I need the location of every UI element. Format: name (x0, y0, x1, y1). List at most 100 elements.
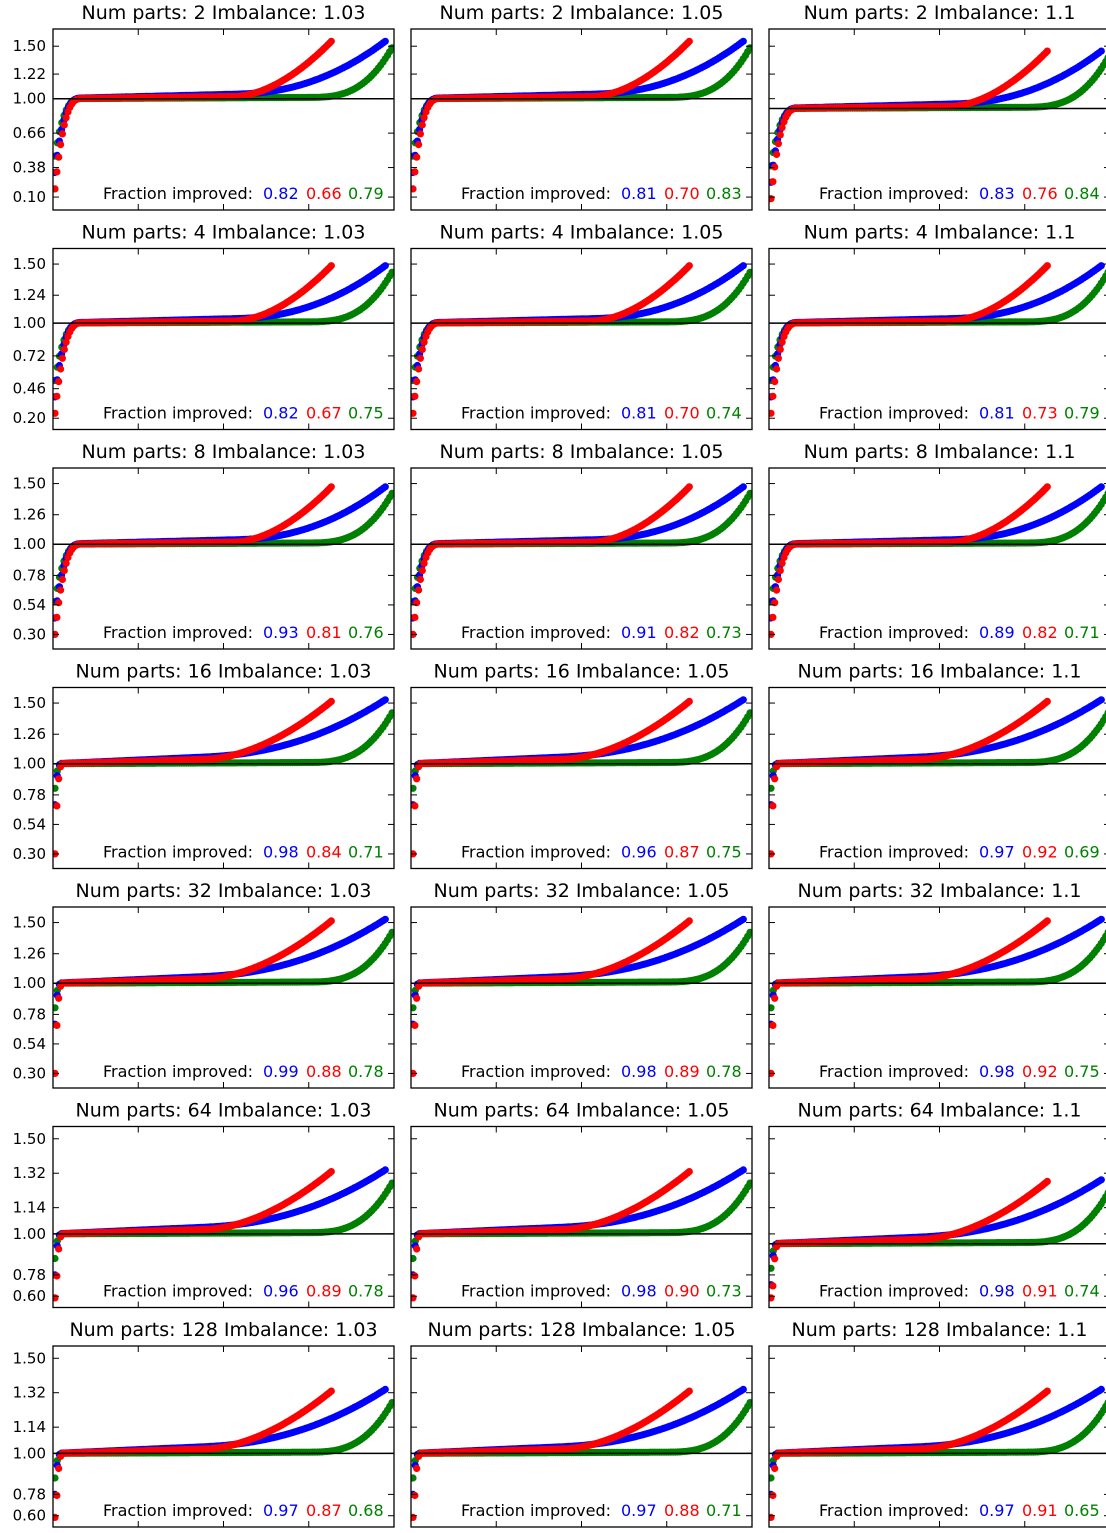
panel-frame (52, 247, 395, 431)
panel-frame (52, 686, 395, 870)
data-point (381, 483, 389, 491)
y-tick-label: 1.00 (13, 755, 46, 773)
data-point (685, 37, 693, 45)
y-tick-label: 0.20 (13, 409, 46, 427)
data-point (57, 586, 65, 594)
panel-title: Num parts: 2 Imbalance: 1.05 (440, 2, 724, 24)
panel-title: Num parts: 2 Imbalance: 1.03 (82, 2, 366, 24)
data-point (327, 483, 335, 491)
panel-frame (52, 28, 395, 211)
panel-frame (52, 467, 395, 650)
y-tick-label: 1.50 (13, 255, 46, 273)
data-point (418, 567, 426, 575)
data-point (1102, 493, 1106, 501)
data-point (55, 378, 63, 386)
data-point (418, 345, 426, 353)
data-point (774, 354, 783, 362)
fraction-value: 0.73 (1022, 404, 1058, 423)
fraction-value: 0.84 (306, 843, 342, 862)
data-point (415, 141, 423, 149)
data-point (769, 613, 777, 622)
fraction-value: 0.70 (664, 184, 700, 203)
data-point (53, 185, 59, 193)
markers (53, 483, 394, 638)
data-point (53, 613, 61, 622)
data-point (413, 378, 421, 386)
y-tick-label: 0.30 (13, 625, 46, 643)
data-point (739, 483, 747, 491)
y-tick-label: 1.50 (13, 37, 46, 55)
data-point (415, 365, 423, 373)
data-point (411, 409, 417, 417)
markers (411, 483, 752, 638)
data-point (411, 168, 419, 176)
fraction-value: 0.91 (621, 623, 657, 642)
markers (769, 47, 1106, 203)
fraction-value: 0.83 (979, 184, 1015, 203)
data-point (1043, 262, 1051, 270)
y-tick-label: 1.26 (13, 725, 46, 743)
fraction-label: Fraction improved: (103, 184, 253, 203)
data-point (776, 345, 784, 353)
data-point (411, 613, 419, 622)
panel-frame (410, 28, 753, 211)
panel: Num parts: 8 Imbalance: 1.031.501.261.00… (13, 441, 395, 650)
data-point (778, 338, 786, 346)
fraction-value: 0.82 (263, 404, 299, 423)
data-point (53, 784, 59, 792)
y-tick-label: 0.78 (13, 786, 46, 804)
fraction-label: Fraction improved: (819, 184, 969, 203)
fraction-value: 0.71 (1064, 623, 1100, 642)
data-point (388, 709, 394, 717)
panel-frame (410, 247, 753, 431)
markers (769, 483, 1106, 638)
data-point (778, 124, 786, 132)
data-point (773, 365, 781, 373)
data-point (1043, 47, 1051, 55)
fraction-label: Fraction improved: (103, 843, 253, 862)
y-tick-label: 1.00 (13, 314, 46, 332)
fraction-label: Fraction improved: (103, 404, 253, 423)
fraction-value: 0.76 (348, 623, 384, 642)
fraction-value: 0.98 (263, 843, 299, 862)
data-point (1043, 483, 1051, 491)
fraction-value: 0.82 (263, 184, 299, 203)
y-tick-label: 1.00 (13, 90, 46, 108)
markers (53, 696, 394, 858)
data-point (57, 365, 65, 373)
y-tick-label: 1.00 (13, 535, 46, 553)
y-tick-label: 1.50 (13, 475, 46, 493)
data-point (55, 153, 63, 161)
data-point (53, 392, 61, 400)
fraction-value: 0.82 (1022, 623, 1058, 642)
data-point (416, 575, 424, 584)
data-point (1097, 262, 1105, 270)
data-point (411, 185, 417, 193)
data-point (60, 345, 68, 353)
data-point (1097, 483, 1105, 491)
data-point (746, 709, 752, 717)
y-tick-label: 0.54 (13, 815, 46, 833)
y-tick-label: 0.10 (13, 188, 46, 206)
data-point (55, 775, 63, 783)
y-tick-label: 0.30 (13, 845, 46, 863)
data-point (420, 338, 428, 346)
panel: Num parts: 4 Imbalance: 1.031.501.241.00… (13, 222, 395, 431)
data-point (327, 697, 335, 706)
fraction-label: Fraction improved: (461, 623, 611, 642)
markers (411, 37, 752, 193)
data-point (381, 37, 389, 45)
data-point (327, 37, 335, 45)
fraction-value: 0.67 (306, 404, 342, 423)
panel-title: Num parts: 8 Imbalance: 1.1 (804, 441, 1076, 463)
data-point (776, 567, 784, 575)
fraction-value: 0.81 (621, 184, 657, 203)
y-tick-label: 0.78 (13, 566, 46, 584)
data-point (685, 483, 693, 491)
fraction-value: 0.93 (263, 623, 299, 642)
fraction-value: 0.71 (348, 843, 384, 862)
